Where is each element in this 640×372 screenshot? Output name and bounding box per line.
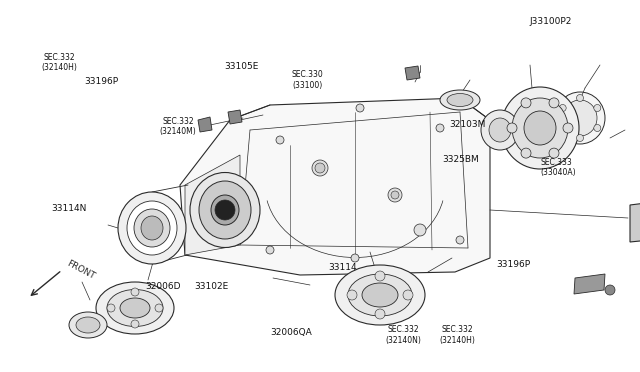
Circle shape: [266, 246, 274, 254]
Circle shape: [356, 104, 364, 112]
Circle shape: [312, 160, 328, 176]
Circle shape: [521, 148, 531, 158]
Text: 32103M: 32103M: [449, 120, 485, 129]
Circle shape: [605, 285, 615, 295]
Circle shape: [215, 200, 235, 220]
Circle shape: [559, 125, 566, 131]
Polygon shape: [180, 98, 490, 275]
Text: SEC.332
(32140H): SEC.332 (32140H): [42, 53, 77, 72]
Circle shape: [549, 148, 559, 158]
Ellipse shape: [489, 118, 511, 142]
Circle shape: [315, 163, 325, 173]
Ellipse shape: [190, 173, 260, 247]
Text: 33114N: 33114N: [51, 204, 87, 213]
Ellipse shape: [524, 111, 556, 145]
Circle shape: [388, 188, 402, 202]
Circle shape: [507, 123, 517, 133]
Polygon shape: [630, 200, 640, 242]
Text: 33114: 33114: [328, 263, 356, 272]
Circle shape: [577, 94, 584, 102]
Ellipse shape: [555, 92, 605, 144]
Ellipse shape: [134, 209, 170, 247]
Circle shape: [521, 98, 531, 108]
Ellipse shape: [118, 192, 186, 264]
Ellipse shape: [447, 93, 473, 106]
Ellipse shape: [127, 201, 177, 255]
Text: SEC.333
(33040A): SEC.333 (33040A): [541, 158, 577, 177]
Text: 33196P: 33196P: [496, 260, 530, 269]
Polygon shape: [574, 274, 605, 294]
Text: 3325BM: 3325BM: [442, 155, 479, 164]
Circle shape: [347, 290, 357, 300]
Polygon shape: [198, 117, 212, 132]
Ellipse shape: [348, 274, 412, 316]
Circle shape: [107, 304, 115, 312]
Circle shape: [456, 236, 464, 244]
Ellipse shape: [69, 312, 107, 338]
Ellipse shape: [211, 195, 239, 225]
Text: 33102E: 33102E: [194, 282, 228, 291]
Circle shape: [276, 136, 284, 144]
Polygon shape: [405, 66, 420, 80]
Text: FRONT: FRONT: [65, 259, 96, 281]
Text: 33196P: 33196P: [84, 77, 118, 86]
Ellipse shape: [96, 282, 174, 334]
Circle shape: [375, 271, 385, 281]
Circle shape: [131, 288, 139, 296]
Circle shape: [131, 320, 139, 328]
Polygon shape: [228, 110, 242, 124]
Ellipse shape: [512, 98, 568, 158]
Text: SEC.332
(32140H): SEC.332 (32140H): [440, 325, 476, 344]
Circle shape: [436, 124, 444, 132]
Text: SEC.332
(32140M): SEC.332 (32140M): [159, 117, 196, 136]
Text: 33105E: 33105E: [225, 62, 259, 71]
Ellipse shape: [362, 283, 398, 307]
Circle shape: [155, 304, 163, 312]
Ellipse shape: [481, 110, 519, 150]
Circle shape: [594, 125, 601, 131]
Circle shape: [549, 98, 559, 108]
Ellipse shape: [199, 181, 251, 239]
Circle shape: [414, 224, 426, 236]
Circle shape: [594, 105, 601, 112]
Text: J33100P2: J33100P2: [529, 17, 572, 26]
Circle shape: [375, 309, 385, 319]
Ellipse shape: [440, 90, 480, 110]
Ellipse shape: [335, 265, 425, 325]
Ellipse shape: [501, 87, 579, 169]
Text: 32006QA: 32006QA: [270, 328, 312, 337]
Ellipse shape: [107, 289, 163, 327]
Circle shape: [403, 290, 413, 300]
Circle shape: [391, 191, 399, 199]
Text: SEC.330
(33100): SEC.330 (33100): [291, 70, 323, 90]
Ellipse shape: [76, 317, 100, 333]
Text: SEC.332
(32140N): SEC.332 (32140N): [385, 325, 421, 344]
Circle shape: [577, 135, 584, 141]
Polygon shape: [185, 155, 240, 255]
Text: 32006D: 32006D: [145, 282, 181, 291]
Ellipse shape: [120, 298, 150, 318]
Circle shape: [351, 254, 359, 262]
Circle shape: [559, 105, 566, 112]
Circle shape: [563, 123, 573, 133]
Ellipse shape: [141, 216, 163, 240]
Ellipse shape: [563, 100, 597, 136]
